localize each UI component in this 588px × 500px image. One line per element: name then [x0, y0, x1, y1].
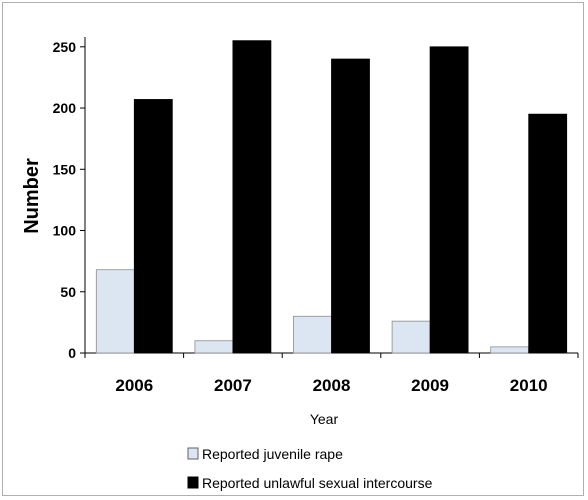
chart-frame: [2, 2, 584, 496]
bar-juvenile-rape-2009: [391, 320, 431, 354]
x-axis-title: Year: [310, 411, 339, 427]
y-tick-label: 50: [60, 284, 76, 300]
y-tick-label: 200: [53, 100, 77, 116]
y-tick-label: 250: [53, 39, 77, 55]
x-axis: [84, 352, 579, 358]
bar-unlawful-intercourse-2007: [232, 40, 272, 354]
legend-swatch: [187, 447, 199, 460]
bar-unlawful-intercourse-2006: [133, 99, 173, 354]
bar-unlawful-intercourse-2008: [331, 58, 370, 354]
y-axis-title: Number: [21, 158, 43, 234]
x-tick-label: 2010: [510, 376, 548, 395]
x-tick-labels: 2006 2007 2008 2009 2010: [115, 376, 547, 395]
y-tick-label: 150: [53, 161, 77, 177]
y-tick-label: 100: [53, 223, 77, 239]
y-tick-label: 0: [68, 345, 76, 361]
bars: [95, 40, 568, 354]
x-tick-label: 2007: [214, 376, 252, 395]
bar-unlawful-intercourse-2009: [429, 46, 469, 354]
legend-label: Reported juvenile rape: [202, 446, 343, 462]
bar-juvenile-rape-2006: [95, 269, 135, 354]
legend: Reported juvenile rape Reported unlawful …: [187, 446, 433, 491]
x-tick-label: 2006: [115, 376, 153, 395]
bar-unlawful-intercourse-2010: [528, 113, 568, 354]
bar-juvenile-rape-2010: [490, 346, 530, 354]
bar-juvenile-rape-2008: [293, 315, 332, 354]
x-tick-label: 2008: [313, 376, 351, 395]
y-axis: [80, 37, 86, 354]
legend-label: Reported unlawful sexual intercourse: [202, 475, 433, 491]
x-tick-label: 2009: [411, 376, 449, 395]
bar-juvenile-rape-2007: [194, 340, 234, 354]
y-tick-labels: 0 50 100 150 200 250: [53, 39, 77, 361]
legend-swatch: [187, 476, 199, 489]
